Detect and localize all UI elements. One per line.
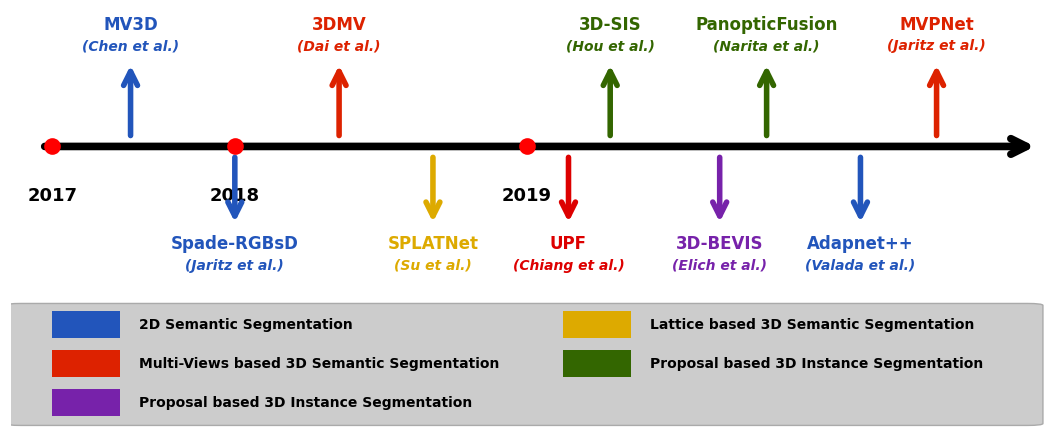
Text: PanopticFusion: PanopticFusion xyxy=(696,16,837,34)
Text: 3DMV: 3DMV xyxy=(312,16,366,34)
Text: Proposal based 3D Instance Segmentation: Proposal based 3D Instance Segmentation xyxy=(139,396,472,410)
FancyBboxPatch shape xyxy=(5,304,1043,426)
Text: 2D Semantic Segmentation: 2D Semantic Segmentation xyxy=(139,318,352,332)
Text: (Elich et al.): (Elich et al.) xyxy=(672,259,767,272)
Text: (Jaritz et al.): (Jaritz et al.) xyxy=(185,259,284,272)
Text: 2019: 2019 xyxy=(502,187,552,205)
Text: 3D-BEVIS: 3D-BEVIS xyxy=(676,235,764,253)
Text: Multi-Views based 3D Semantic Segmentation: Multi-Views based 3D Semantic Segmentati… xyxy=(139,357,499,371)
Text: SPLATNet: SPLATNet xyxy=(387,235,479,253)
Text: (Valada et al.): (Valada et al.) xyxy=(805,259,916,272)
Bar xyxy=(52,350,120,378)
Text: Spade-RGBsD: Spade-RGBsD xyxy=(171,235,299,253)
Bar xyxy=(52,311,120,339)
Text: UPF: UPF xyxy=(550,235,587,253)
Text: 2018: 2018 xyxy=(210,187,260,205)
Text: (Narita et al.): (Narita et al.) xyxy=(713,39,820,53)
Bar xyxy=(563,311,631,339)
Text: Proposal based 3D Instance Segmentation: Proposal based 3D Instance Segmentation xyxy=(650,357,983,371)
Text: 3D-SIS: 3D-SIS xyxy=(579,16,642,34)
Text: 2017: 2017 xyxy=(28,187,78,205)
Text: (Dai et al.): (Dai et al.) xyxy=(297,39,381,53)
Text: MV3D: MV3D xyxy=(103,16,157,34)
Text: (Hou et al.): (Hou et al.) xyxy=(566,39,654,53)
Text: MVPNet: MVPNet xyxy=(899,16,974,34)
Text: (Su et al.): (Su et al.) xyxy=(394,259,471,272)
Text: (Chen et al.): (Chen et al.) xyxy=(82,39,179,53)
Bar xyxy=(563,350,631,378)
Text: Adapnet++: Adapnet++ xyxy=(808,235,914,253)
Text: Lattice based 3D Semantic Segmentation: Lattice based 3D Semantic Segmentation xyxy=(650,318,975,332)
Bar xyxy=(52,389,120,417)
Text: (Chiang et al.): (Chiang et al.) xyxy=(513,259,625,272)
Text: (Jaritz et al.): (Jaritz et al.) xyxy=(887,39,986,53)
